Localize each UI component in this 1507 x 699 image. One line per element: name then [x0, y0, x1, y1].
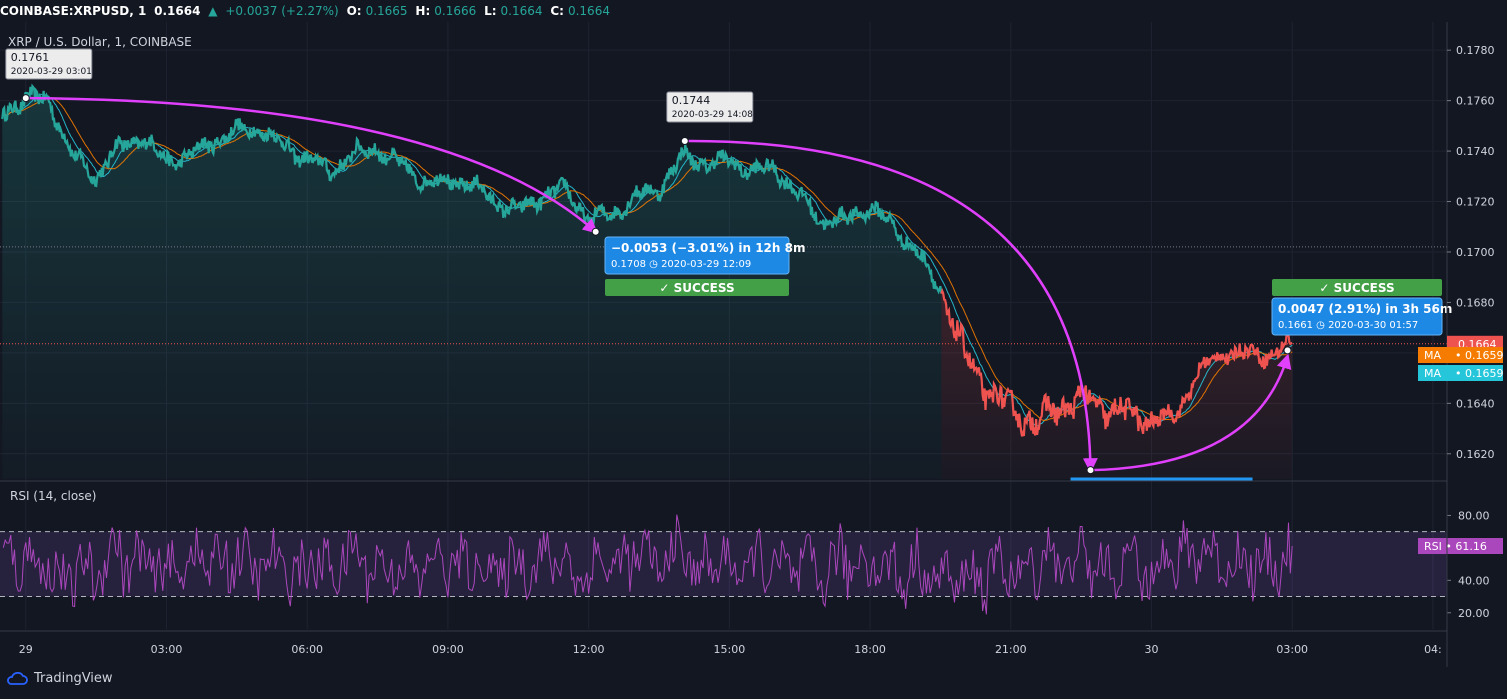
price-label-start[interactable]: 0.1761 2020-03-29 03:01	[5, 48, 93, 80]
low-label: L:	[484, 4, 497, 18]
ma-tag[interactable]	[1418, 347, 1503, 363]
rsi-tick-label: 40.00	[1458, 574, 1490, 587]
label-price: 0.1761	[11, 51, 50, 64]
label-date: 2020-03-29 14:08	[672, 110, 753, 120]
label-box	[5, 48, 93, 80]
time-tick-label: 30	[1145, 643, 1159, 656]
symbol-name[interactable]: COINBASE:XRPUSD, 1	[0, 4, 147, 18]
anchor-point[interactable]	[1283, 346, 1292, 355]
low-value: 0.1664	[500, 4, 543, 18]
label-price: 0.1744	[672, 94, 711, 107]
price-tick-label: 0.1720	[1456, 196, 1495, 209]
rsi-tick-label: 80.00	[1458, 509, 1490, 522]
open-value: 0.1665	[365, 4, 408, 18]
price-tick-label: 0.1740	[1456, 145, 1495, 158]
time-tick-label: 29	[19, 643, 33, 656]
ma-tag-name: MA	[1424, 367, 1441, 380]
close-label: C:	[550, 4, 564, 18]
rsi-pane: 80.00 40.00 20.00 RSI • 61.16	[0, 509, 1503, 620]
price-chart[interactable]: 80.00 40.00 20.00 RSI • 61.16 0.1761 2020-03…	[0, 22, 1507, 667]
anchor-point[interactable]	[21, 94, 30, 103]
time-tick-label: 06:00	[291, 643, 323, 656]
measure-box	[604, 236, 790, 275]
high-label: H:	[415, 4, 431, 18]
green-area	[2, 86, 942, 479]
rsi-tag[interactable]	[1418, 538, 1503, 555]
ma-tag[interactable]	[1418, 365, 1503, 381]
ma-tag-value: • 0.1659	[1455, 367, 1503, 380]
price-line-red	[940, 287, 1293, 437]
measure-change: 0.0047 (2.91%) in 3h 56m	[1278, 302, 1452, 316]
trend-arrow-3[interactable]	[1090, 353, 1292, 472]
label-date: 2020-03-29 03:01	[11, 67, 92, 77]
success-badge-2[interactable]: ✓ SUCCESS	[1272, 279, 1442, 296]
time-tick-label: 09:00	[432, 643, 464, 656]
ma-line-orange	[1, 97, 1293, 422]
time-tick-label: 03:00	[1276, 643, 1308, 656]
time-tick-label: 15:00	[714, 643, 746, 656]
price-tick-label: 0.1680	[1456, 296, 1495, 309]
time-axis[interactable]: 29 03:00 06:00 09:00 12:00 15:00 18:00 21:00 30 0…	[19, 643, 1442, 656]
success-badge-bg	[605, 279, 789, 296]
measure-box	[1271, 297, 1443, 336]
ma-tag-name: MA	[1424, 349, 1441, 362]
anchor-point[interactable]	[591, 227, 600, 236]
tradingview-logo[interactable]: TradingView	[6, 671, 113, 686]
last-price: 0.1664	[154, 4, 201, 18]
time-tick-label: 04:	[1424, 643, 1442, 656]
success-badge-bg	[1272, 279, 1442, 296]
rsi-title: RSI (14, close)	[10, 489, 96, 503]
success-badge-1[interactable]: ✓ SUCCESS	[605, 279, 789, 296]
price-line-green	[1, 83, 943, 295]
price-tick-label: 0.1640	[1456, 397, 1495, 410]
measure-date: 0.1708 ◷ 2020-03-29 12:09	[611, 259, 751, 270]
trend-arrow-1[interactable]	[25, 96, 598, 234]
time-tick-label: 18:00	[854, 643, 886, 656]
success-badge-label: ✓ SUCCESS	[659, 281, 734, 295]
price-axis[interactable]: 0.1780 0.1760 0.1740 0.1720 0.1700 0.1680 0.16…	[1418, 44, 1503, 461]
ma-tag-value: • 0.1659	[1455, 349, 1503, 362]
measure-box-2[interactable]: 0.0047 (2.91%) in 3h 56m 0.1661 ◷ 2020-03…	[1271, 297, 1452, 336]
price-area-fill	[2, 86, 1293, 479]
time-tick-label: 12:00	[573, 643, 605, 656]
close-value: 0.1664	[567, 4, 610, 18]
anchor-point[interactable]	[1086, 466, 1095, 475]
price-tick-label: 0.1620	[1456, 448, 1495, 461]
drawing-overlay[interactable]: 0.1761 2020-03-29 03:01 0.1744 2020-03-29 1…	[5, 48, 1453, 481]
up-arrow-icon: ▲	[208, 4, 218, 18]
label-box	[666, 91, 754, 123]
time-tick-label: 21:00	[995, 643, 1027, 656]
price-tick-label: 0.1780	[1456, 44, 1495, 57]
price-label-mid[interactable]: 0.1744 2020-03-29 14:08	[666, 91, 754, 123]
anchor-point[interactable]	[680, 136, 689, 145]
symbol-header: COINBASE:XRPUSD, 1 0.1664 ▲ +0.0037 (+2.…	[0, 0, 1507, 22]
price-tick-label: 0.1760	[1456, 95, 1495, 108]
rsi-tag-label: RSI • 61.16	[1424, 540, 1487, 553]
high-value: 0.1666	[434, 4, 477, 18]
red-area	[941, 291, 1293, 479]
success-badge-label: ✓ SUCCESS	[1319, 281, 1394, 295]
price-tick-label: 0.1700	[1456, 246, 1495, 259]
rsi-line	[2, 514, 1293, 615]
price-change: +0.0037 (+2.27%)	[225, 4, 339, 18]
measure-date: 0.1661 ◷ 2020-03-30 01:57	[1278, 320, 1418, 331]
measure-change: −0.0053 (−3.01%) in 12h 8m	[611, 241, 805, 255]
measure-box-1[interactable]: −0.0053 (−3.01%) in 12h 8m 0.1708 ◷ 2020-…	[604, 236, 805, 275]
trend-arrow-2[interactable]	[684, 139, 1098, 474]
brand-name: TradingView	[34, 671, 113, 686]
chart-title: XRP / U.S. Dollar, 1, COINBASE	[8, 35, 192, 49]
open-label: O:	[346, 4, 362, 18]
cloud-icon	[7, 671, 28, 685]
time-tick-label: 03:00	[151, 643, 183, 656]
rsi-tick-label: 20.00	[1458, 607, 1490, 620]
price-lines	[1, 83, 1293, 437]
